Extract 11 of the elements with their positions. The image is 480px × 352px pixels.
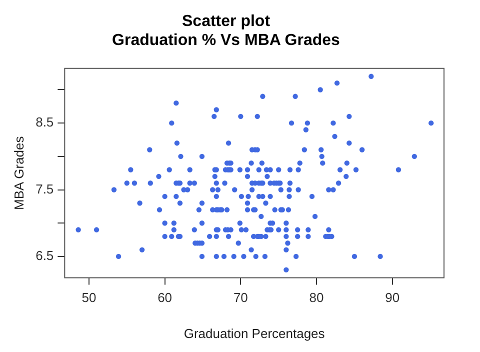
y-tick-label: 8.5	[36, 114, 54, 130]
x-tick-label: 60	[158, 290, 172, 306]
x-tick-label: 80	[309, 290, 324, 306]
y-tick-label: 7.5	[36, 181, 54, 196]
y-axis-title: MBA Grades	[11, 136, 26, 210]
x-tick-label: 50	[82, 290, 96, 306]
x-tick-label: 70	[233, 290, 248, 306]
y-tick-label: 6.5	[36, 248, 54, 264]
chart-title: Scatter plot Graduation % Vs MBA Grades	[112, 13, 340, 50]
x-axis-title: Graduation Percentages	[184, 326, 326, 341]
x-tick-label: 90	[385, 290, 400, 306]
